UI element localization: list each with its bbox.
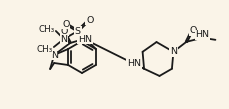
Text: O: O <box>62 20 69 28</box>
Text: O: O <box>86 15 93 25</box>
Text: S: S <box>74 26 81 36</box>
Text: CH₃: CH₃ <box>36 44 53 54</box>
Text: HN: HN <box>126 59 140 68</box>
Text: CH₃: CH₃ <box>38 25 55 33</box>
Text: O: O <box>60 26 68 36</box>
Text: N: N <box>50 50 57 60</box>
Text: N: N <box>60 35 67 43</box>
Text: HN: HN <box>195 30 208 39</box>
Text: HN: HN <box>78 35 92 43</box>
Text: N: N <box>169 47 176 56</box>
Text: O: O <box>189 26 196 35</box>
